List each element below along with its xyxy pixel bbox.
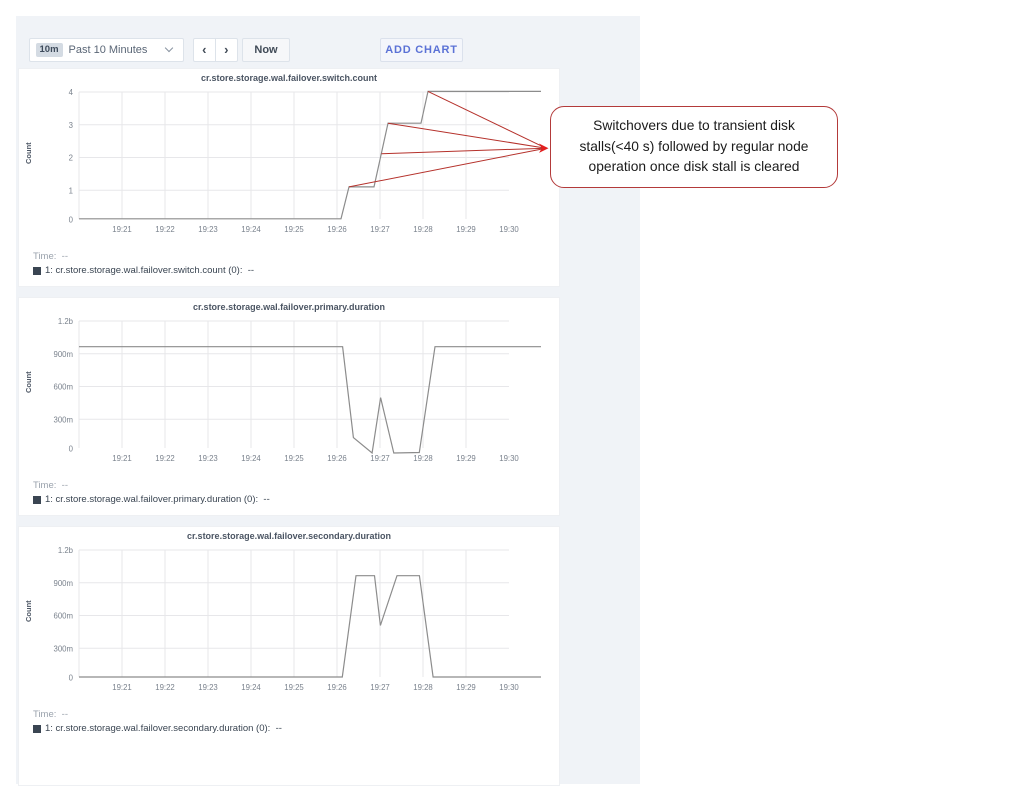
- svg-text:19:30: 19:30: [499, 683, 519, 692]
- svg-text:1.2b: 1.2b: [58, 317, 74, 326]
- svg-text:19:21: 19:21: [112, 454, 132, 463]
- svg-text:19:26: 19:26: [327, 225, 347, 234]
- svg-text:19:30: 19:30: [499, 454, 519, 463]
- svg-text:19:22: 19:22: [155, 454, 175, 463]
- svg-text:0: 0: [69, 216, 74, 225]
- svg-text:19:22: 19:22: [155, 225, 175, 234]
- svg-text:900m: 900m: [53, 350, 73, 359]
- svg-text:4: 4: [69, 88, 74, 97]
- svg-text:19:29: 19:29: [456, 225, 476, 234]
- svg-text:600m: 600m: [53, 383, 73, 392]
- svg-text:19:30: 19:30: [499, 225, 519, 234]
- svg-text:19:26: 19:26: [327, 683, 347, 692]
- svg-text:19:25: 19:25: [284, 225, 304, 234]
- svg-text:1: 1: [69, 186, 73, 195]
- svg-text:19:23: 19:23: [198, 225, 218, 234]
- svg-text:300m: 300m: [53, 415, 73, 424]
- svg-text:2: 2: [69, 154, 73, 163]
- svg-text:19:24: 19:24: [241, 225, 261, 234]
- svg-text:19:23: 19:23: [198, 683, 218, 692]
- svg-text:19:28: 19:28: [413, 683, 433, 692]
- svg-text:19:24: 19:24: [241, 683, 261, 692]
- svg-text:19:21: 19:21: [112, 683, 132, 692]
- svg-text:600m: 600m: [53, 612, 73, 621]
- svg-text:19:22: 19:22: [155, 683, 175, 692]
- svg-text:19:28: 19:28: [413, 454, 433, 463]
- svg-text:3: 3: [69, 121, 73, 130]
- svg-text:19:29: 19:29: [456, 454, 476, 463]
- svg-text:0: 0: [69, 674, 74, 683]
- svg-text:19:21: 19:21: [112, 225, 132, 234]
- svg-text:0: 0: [69, 445, 74, 454]
- svg-text:19:27: 19:27: [370, 454, 390, 463]
- svg-text:19:24: 19:24: [241, 454, 261, 463]
- svg-text:1.2b: 1.2b: [58, 546, 74, 555]
- svg-text:19:25: 19:25: [284, 683, 304, 692]
- svg-text:19:27: 19:27: [370, 683, 390, 692]
- svg-text:19:27: 19:27: [370, 225, 390, 234]
- svg-text:19:26: 19:26: [327, 454, 347, 463]
- svg-text:19:29: 19:29: [456, 683, 476, 692]
- svg-text:900m: 900m: [53, 579, 73, 588]
- svg-text:300m: 300m: [53, 644, 73, 653]
- svg-text:19:25: 19:25: [284, 454, 304, 463]
- svg-text:19:23: 19:23: [198, 454, 218, 463]
- svg-text:19:28: 19:28: [413, 225, 433, 234]
